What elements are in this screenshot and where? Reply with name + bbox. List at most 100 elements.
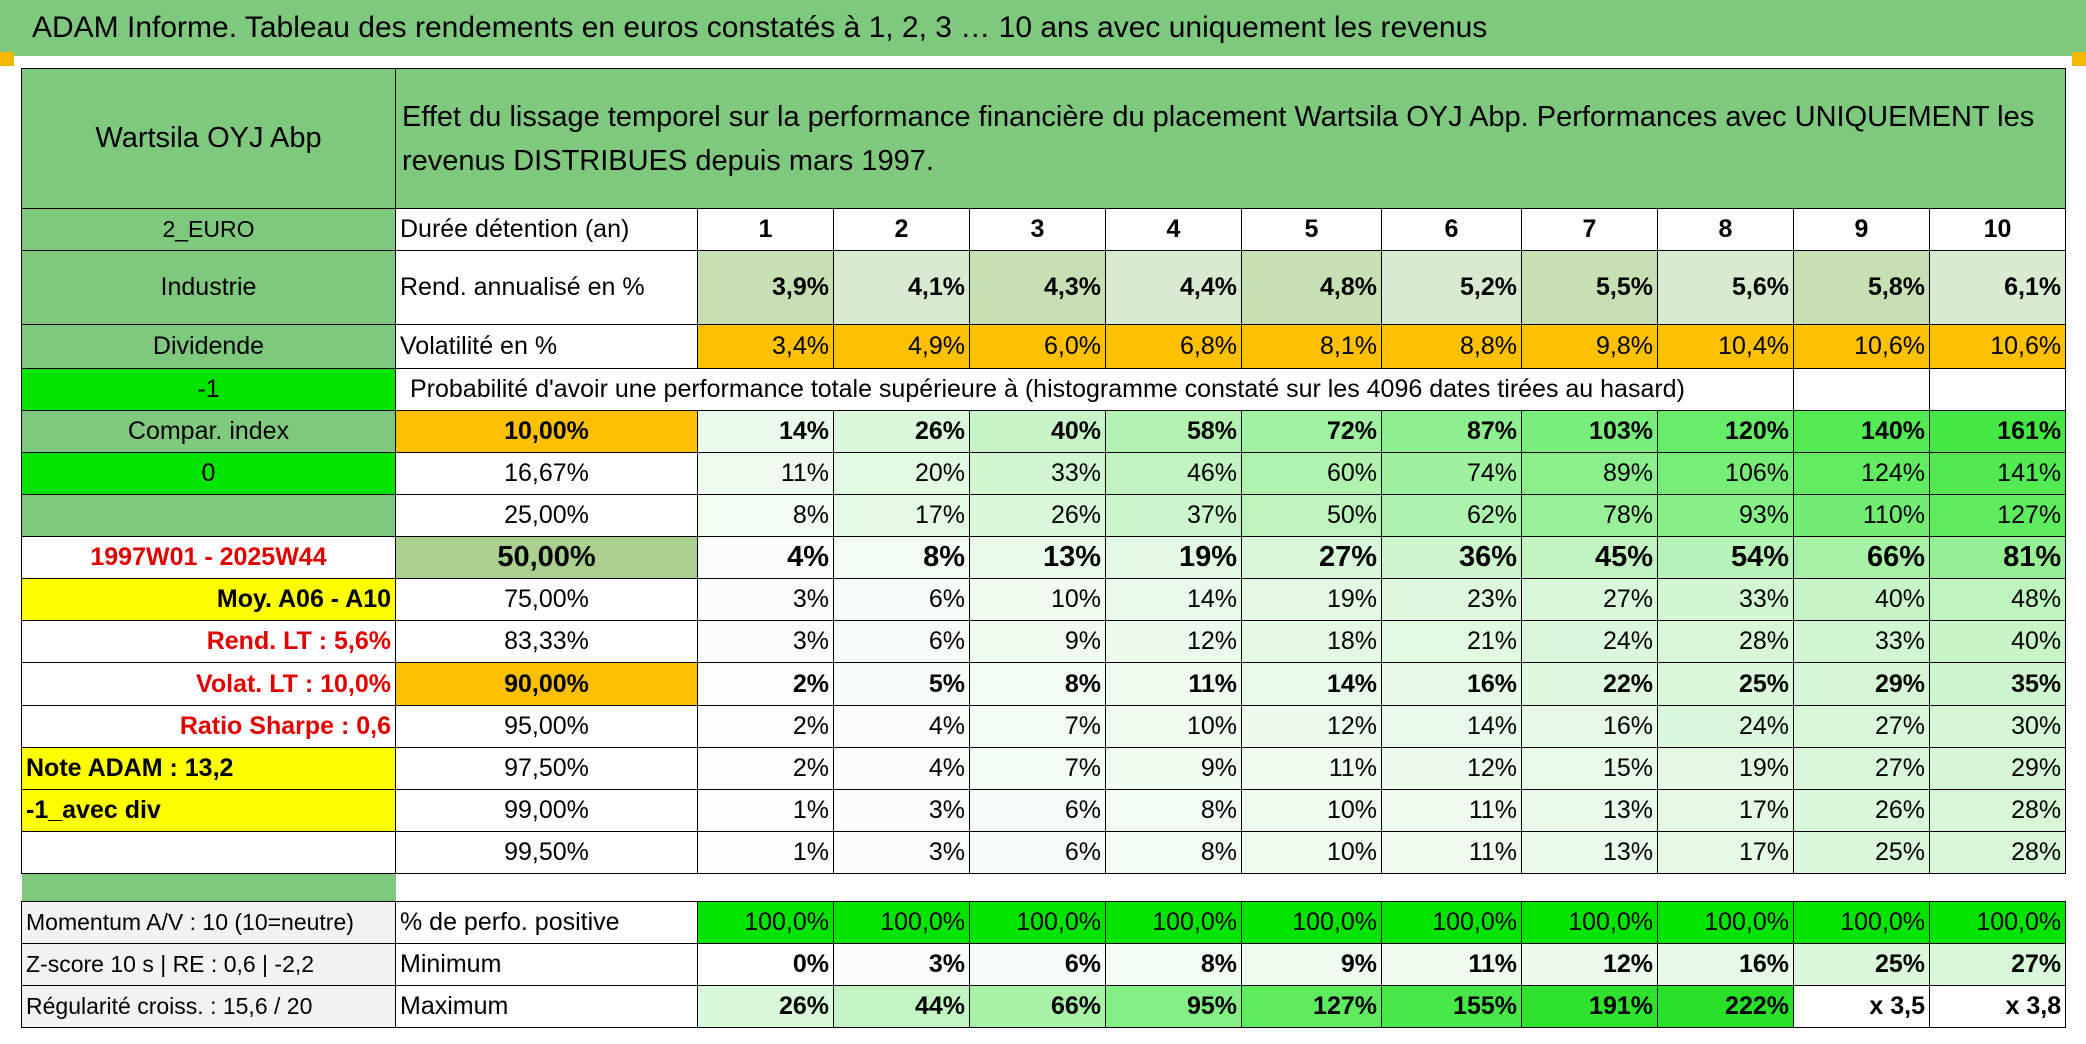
positive-perf-value: 100,0%: [1657, 900, 1794, 944]
maximum-value: 127%: [1241, 984, 1382, 1029]
probability-value: 33%: [1657, 578, 1794, 622]
probability-value: 27%: [1241, 536, 1382, 580]
probability-value: 14%: [697, 410, 834, 454]
probability-value: 17%: [833, 494, 970, 538]
probability-value: 87%: [1381, 410, 1522, 454]
maximum-value: 155%: [1381, 984, 1522, 1029]
probability-value: 29%: [1793, 662, 1930, 706]
probability-value: 110%: [1793, 494, 1930, 538]
probability-value: 10%: [1241, 830, 1382, 874]
probability-value: 37%: [1105, 494, 1242, 538]
probability-value: 11%: [697, 452, 834, 496]
probability-value: 16%: [1381, 662, 1522, 706]
probability-value: 60%: [1241, 452, 1382, 496]
probability-value: 124%: [1793, 452, 1930, 496]
probability-value: 66%: [1793, 536, 1930, 580]
probability-value: 6%: [833, 620, 970, 664]
probability-value: 62%: [1381, 494, 1522, 538]
probability-value: 40%: [1793, 578, 1930, 622]
year-header: 9: [1793, 208, 1930, 252]
volatility-value: 9,8%: [1521, 324, 1658, 370]
probability-value: 3%: [833, 830, 970, 874]
minimum-value: 0%: [697, 942, 834, 986]
compar-index-label: Compar. index: [21, 410, 396, 454]
year-header: 7: [1521, 208, 1658, 252]
probability-value: 8%: [969, 662, 1106, 706]
volatility-value: 10,6%: [1928, 324, 2067, 370]
probability-value: 11%: [1381, 788, 1522, 832]
percentile-threshold: 83,33%: [395, 620, 698, 664]
probability-value: 20%: [833, 452, 970, 496]
positive-perf-value: 100,0%: [697, 900, 834, 944]
probability-value: 24%: [1657, 704, 1794, 748]
annual-return-value: 5,5%: [1521, 250, 1658, 326]
minimum-value: 11%: [1381, 942, 1522, 986]
minimum-value: 27%: [1928, 942, 2067, 986]
volatility-value: 10,6%: [1793, 324, 1930, 370]
positive-perf-value: 100,0%: [1928, 900, 2067, 944]
probability-value: 50%: [1241, 494, 1382, 538]
maximum-value: 191%: [1521, 984, 1658, 1029]
probability-value: 2%: [697, 662, 834, 706]
probability-value: 36%: [1381, 536, 1522, 580]
minimum-value: 6%: [969, 942, 1106, 986]
period-label: 1997W01 - 2025W44: [21, 536, 396, 580]
probability-value: 11%: [1241, 746, 1382, 790]
percentile-threshold: 99,50%: [395, 830, 698, 874]
corner-marker: [0, 52, 14, 66]
volat-lt-label: Volat. LT : 10,0%: [21, 662, 396, 706]
positive-perf-value: 100,0%: [969, 900, 1106, 944]
probability-value: 28%: [1928, 830, 2067, 874]
annual-return-value: 4,3%: [969, 250, 1106, 326]
probability-value: 6%: [969, 830, 1106, 874]
positive-perf-value: 100,0%: [1105, 900, 1242, 944]
probability-value: 8%: [1105, 788, 1242, 832]
probability-value: 14%: [1381, 704, 1522, 748]
probability-value: 14%: [1105, 578, 1242, 622]
annual-return-value: 3,9%: [697, 250, 834, 326]
probability-value: 81%: [1928, 536, 2067, 580]
year-header: 8: [1657, 208, 1794, 252]
probability-value: 22%: [1521, 662, 1658, 706]
returns-table: Wartsila OYJ Abp Effet du lissage tempor…: [21, 67, 2067, 1029]
percentile-threshold: 10,00%: [395, 410, 698, 454]
probability-value: 40%: [1928, 620, 2067, 664]
separator-strip: [0, 56, 2086, 68]
probability-value: 10%: [1241, 788, 1382, 832]
probability-value: 11%: [1105, 662, 1242, 706]
percentile-threshold: 16,67%: [395, 452, 698, 496]
probability-value: 78%: [1521, 494, 1658, 538]
percentile-threshold: 25,00%: [395, 494, 698, 538]
probability-value: 10%: [969, 578, 1106, 622]
probability-value: 10%: [1105, 704, 1242, 748]
volatility-value: 10,4%: [1657, 324, 1794, 370]
maximum-label: Maximum: [395, 984, 698, 1029]
probability-value: 106%: [1657, 452, 1794, 496]
minimum-value: 9%: [1241, 942, 1382, 986]
volatility-value: 4,9%: [833, 324, 970, 370]
probability-value: 27%: [1793, 704, 1930, 748]
minimum-value: 3%: [833, 942, 970, 986]
probability-value: 13%: [969, 536, 1106, 580]
probability-value: 19%: [1241, 578, 1382, 622]
probability-value: 27%: [1793, 746, 1930, 790]
volatility-label: Volatilité en %: [395, 324, 698, 370]
probability-value: 18%: [1241, 620, 1382, 664]
positive-perf-value: 100,0%: [1793, 900, 1930, 944]
year-header: 4: [1105, 208, 1242, 252]
minimum-value: 25%: [1793, 942, 1930, 986]
probability-value: 2%: [697, 746, 834, 790]
annual-return-value: 6,1%: [1928, 250, 2067, 326]
percentile-threshold: 95,00%: [395, 704, 698, 748]
probability-value: 19%: [1657, 746, 1794, 790]
flag-minus-one: -1: [21, 368, 396, 412]
year-header: 6: [1381, 208, 1522, 252]
probability-value: 54%: [1657, 536, 1794, 580]
regularite-label: Régularité croiss. : 15,6 / 20: [21, 984, 396, 1029]
probability-value: 16%: [1521, 704, 1658, 748]
report-title: ADAM Informe. Tableau des rendements en …: [0, 0, 2086, 56]
probability-value: 72%: [1241, 410, 1382, 454]
empty-label-cell: [21, 494, 396, 538]
probability-value: 33%: [969, 452, 1106, 496]
probability-value: 3%: [697, 620, 834, 664]
